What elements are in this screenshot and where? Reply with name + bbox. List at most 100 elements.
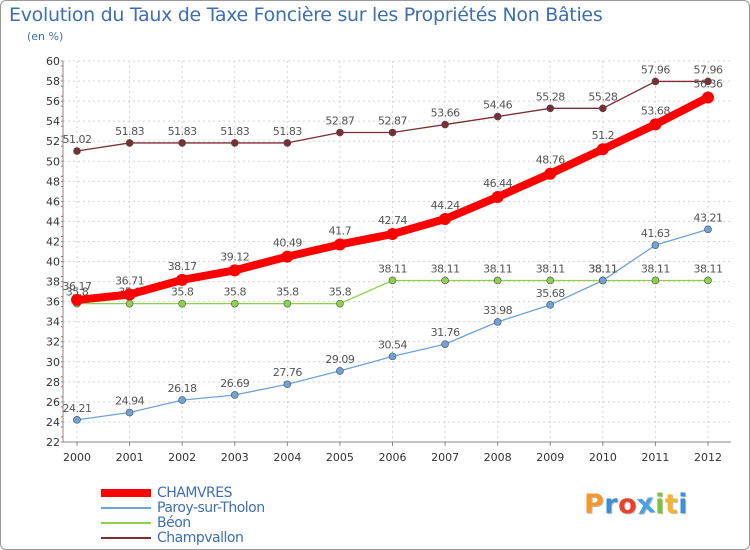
x-tick-label: 2002 <box>168 451 196 464</box>
data-label-paroy-sur-tholon: 31.76 <box>431 326 460 339</box>
x-tick-label: 2010 <box>589 451 617 464</box>
x-tick-label: 2003 <box>221 451 249 464</box>
data-point-champvallon <box>599 104 607 113</box>
data-label-chamvres: 36.71 <box>115 275 144 288</box>
data-label-champvallon: 55.28 <box>536 90 565 103</box>
x-tick-label: 2011 <box>641 451 669 464</box>
data-point-paroy-sur-tholon <box>546 301 555 309</box>
data-label-paroy-sur-tholon: 24.21 <box>63 402 92 415</box>
y-tick-label: 28 <box>46 376 60 389</box>
data-label-champvallon: 52.87 <box>325 114 354 127</box>
data-label-chamvres: 36.17 <box>63 280 92 293</box>
data-label-chamvres: 40.49 <box>273 237 302 250</box>
x-tick-label: 2012 <box>694 451 722 464</box>
data-point-beon <box>704 276 712 285</box>
data-point-paroy-sur-tholon <box>73 416 81 424</box>
data-label-beon: 35.8 <box>171 286 194 299</box>
grid <box>63 60 731 443</box>
y-tick-label: 60 <box>46 55 60 68</box>
y-tick-label: 32 <box>46 336 60 349</box>
data-label-paroy-sur-tholon: 41.63 <box>641 227 670 240</box>
data-point-champvallon <box>125 139 134 147</box>
axes <box>62 61 731 443</box>
data-point-chamvres <box>228 264 241 277</box>
data-point-chamvres <box>281 250 294 263</box>
data-label-paroy-sur-tholon: 26.18 <box>168 382 197 395</box>
data-point-champvallon <box>388 128 397 137</box>
x-tick-label: 2000 <box>63 451 91 464</box>
data-label-paroy-sur-tholon: 30.54 <box>378 338 407 351</box>
y-tick-label: 30 <box>46 356 60 369</box>
series-chamvres: 36.17 36.71 38.17 39.12 40.49 41.7 42.74 44.24 4… <box>63 77 723 306</box>
data-point-champvallon <box>441 120 449 129</box>
data-point-beon <box>125 299 134 308</box>
data-point-beon <box>388 276 397 285</box>
data-point-paroy-sur-tholon <box>599 276 607 285</box>
data-label-beon: 38.11 <box>694 262 723 275</box>
data-point-chamvres <box>386 228 399 241</box>
data-point-chamvres <box>544 167 557 180</box>
data-label-paroy-sur-tholon: 35.68 <box>536 287 565 300</box>
legend-label-beon: Béon <box>157 514 191 531</box>
data-label-paroy-sur-tholon: 38.11 <box>588 262 617 275</box>
y-tick-label: 24 <box>46 416 60 429</box>
data-point-paroy-sur-tholon <box>336 367 344 375</box>
data-label-chamvres: 39.12 <box>220 250 249 263</box>
data-label-beon: 35.8 <box>224 286 247 299</box>
logo-letter: o <box>618 489 638 520</box>
data-label-beon: 38.11 <box>483 262 512 275</box>
series-beon: 35.835.835.835.835.835.838.1138.1138.113… <box>66 262 723 308</box>
data-label-chamvres: 44.24 <box>431 199 460 212</box>
y-tick-label: 42 <box>46 235 60 248</box>
legend-swatch-paroy-sur-tholon <box>101 506 151 509</box>
data-point-beon <box>493 276 502 285</box>
x-tick-label: 2004 <box>273 451 301 464</box>
legend-label-paroy-sur-tholon: Paroy-sur-Tholon <box>157 499 265 516</box>
data-point-chamvres <box>702 91 714 104</box>
legend-swatch-beon <box>101 521 151 524</box>
data-label-champvallon: 57.96 <box>641 63 670 76</box>
data-label-paroy-sur-tholon: 26.69 <box>220 377 249 390</box>
logo-letter: x <box>635 487 658 522</box>
x-tick-label: 2008 <box>484 451 512 464</box>
x-axis-ticks: 2000 2001 2002 2003 2004 2005 2006 2007 2008 2009… <box>63 442 722 464</box>
series-champvallon: 51.02 51.83 51.83 51.83 51.83 52.87 52.87 53.66… <box>63 63 723 155</box>
data-point-paroy-sur-tholon <box>651 241 660 249</box>
data-point-paroy-sur-tholon <box>283 380 292 389</box>
data-label-champvallon: 57.96 <box>694 63 723 76</box>
data-point-chamvres <box>176 273 189 286</box>
data-label-champvallon: 52.87 <box>378 114 407 127</box>
data-label-champvallon: 51.83 <box>168 125 197 138</box>
data-label-chamvres: 48.76 <box>536 154 565 167</box>
data-point-champvallon <box>651 77 660 86</box>
data-point-beon <box>546 276 555 285</box>
data-label-paroy-sur-tholon: 29.09 <box>325 353 354 366</box>
data-point-chamvres <box>71 293 83 306</box>
data-label-chamvres: 51.2 <box>592 129 615 142</box>
data-label-chamvres: 53.68 <box>641 104 670 117</box>
y-tick-label: 36 <box>46 296 60 309</box>
data-point-chamvres <box>491 190 504 203</box>
data-point-paroy-sur-tholon <box>704 225 712 234</box>
y-tick-label: 58 <box>46 75 60 88</box>
data-label-chamvres: 56.36 <box>694 77 723 90</box>
data-point-chamvres <box>439 213 452 226</box>
data-label-paroy-sur-tholon: 43.21 <box>694 211 723 224</box>
y-tick-label: 48 <box>46 175 60 188</box>
data-label-paroy-sur-tholon: 33.98 <box>483 304 512 317</box>
data-label-champvallon: 53.66 <box>431 107 460 120</box>
x-tick-label: 2007 <box>431 451 459 464</box>
data-label-chamvres: 46.44 <box>483 177 512 190</box>
chart-title: Evolution du Taux de Taxe Foncière sur l… <box>9 4 603 26</box>
y-tick-label: 46 <box>46 195 60 208</box>
data-point-chamvres <box>333 238 346 251</box>
data-label-champvallon: 55.28 <box>588 90 617 103</box>
data-label-beon: 38.11 <box>536 262 565 275</box>
legend-item-beon: Béon <box>101 514 265 531</box>
data-point-paroy-sur-tholon <box>493 318 502 326</box>
data-point-chamvres <box>649 118 662 131</box>
data-label-chamvres: 42.74 <box>378 214 407 227</box>
data-point-paroy-sur-tholon <box>125 408 134 417</box>
